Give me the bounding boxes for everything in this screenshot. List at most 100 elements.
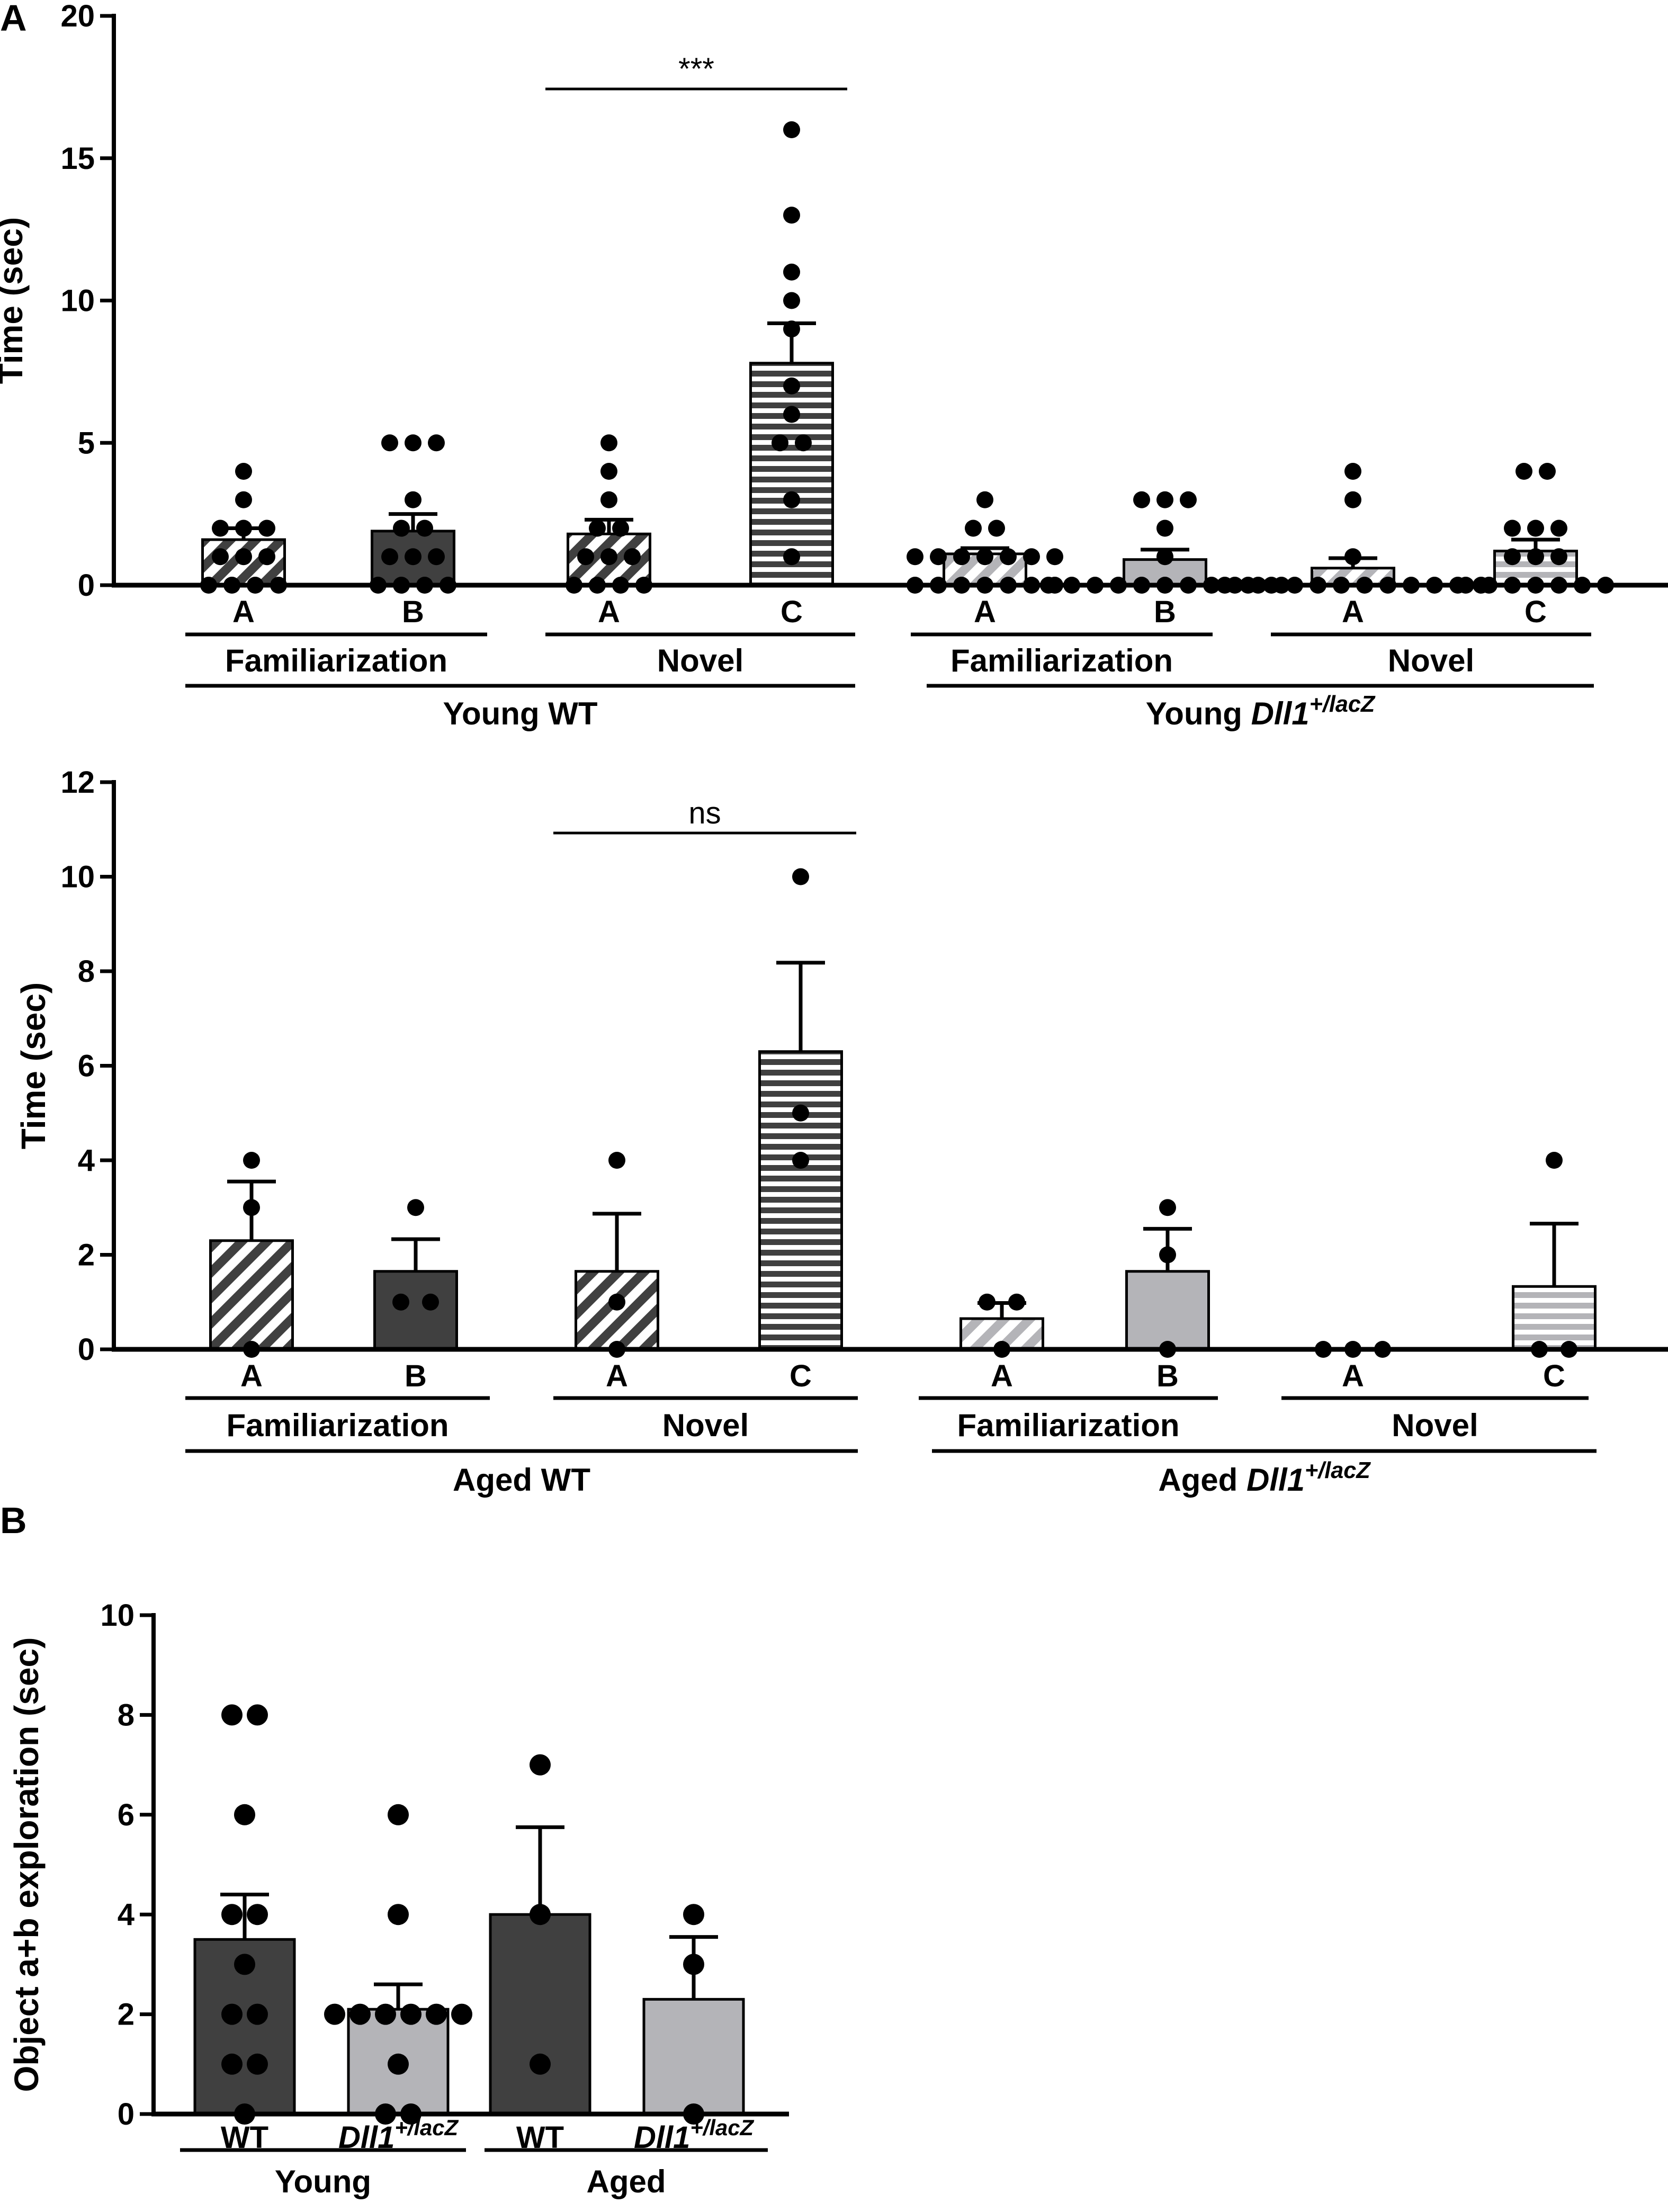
- data-point: [795, 434, 812, 452]
- category-label: C: [1543, 1359, 1565, 1393]
- data-point: [907, 548, 923, 566]
- data-point: [1023, 548, 1040, 566]
- bar: [758, 1050, 843, 1351]
- category-label: A: [991, 1359, 1013, 1393]
- data-point: [221, 1904, 243, 1926]
- data-point: [1180, 491, 1197, 508]
- data-point: [1156, 548, 1173, 566]
- data-point: [388, 1904, 409, 1926]
- y-tick-label: 8: [118, 1698, 134, 1732]
- data-point: [1515, 463, 1532, 480]
- data-point: [221, 2053, 243, 2075]
- data-point: [247, 1904, 268, 1926]
- data-point: [783, 263, 800, 281]
- data-point: [428, 548, 445, 566]
- data-point: [405, 491, 422, 508]
- data-point: [426, 2003, 447, 2025]
- data-point: [243, 1199, 260, 1216]
- data-point: [1156, 520, 1173, 537]
- y-tick-label: 0: [78, 568, 95, 603]
- data-point: [1344, 491, 1361, 508]
- y-tick-label: 6: [78, 1049, 95, 1083]
- data-point: [1008, 1293, 1025, 1311]
- data-point: [393, 520, 410, 537]
- y-tick-label: 20: [60, 0, 95, 33]
- data-point: [324, 2003, 345, 2025]
- group-label: Aged Dll1+/lacZ: [1158, 1458, 1371, 1498]
- bar: [373, 1270, 458, 1351]
- data-point: [589, 520, 606, 537]
- category-label: A: [1342, 595, 1364, 629]
- data-point: [247, 2053, 268, 2075]
- category-label: A: [606, 1359, 628, 1393]
- y-axis-title: Time (sec): [0, 217, 30, 384]
- significance-label: ***: [678, 52, 714, 86]
- data-point: [388, 2053, 409, 2075]
- data-point: [1527, 520, 1544, 537]
- data-point: [1159, 1246, 1176, 1264]
- phase-label: Novel: [1388, 643, 1474, 678]
- data-point: [235, 463, 252, 480]
- data-point: [349, 2003, 371, 2025]
- phase-label: Familiarization: [957, 1408, 1179, 1443]
- data-point: [400, 2003, 422, 2025]
- y-axis-title: Object a+b exploration (sec): [7, 1637, 46, 2092]
- bar: [575, 1270, 659, 1351]
- category-label: A: [1342, 1359, 1364, 1393]
- y-axis-title: Time (sec): [14, 982, 52, 1149]
- data-point: [530, 1754, 551, 1776]
- data-point: [235, 491, 252, 508]
- y-tick-label: 0: [118, 2097, 134, 2132]
- data-point: [608, 1152, 625, 1169]
- data-point: [600, 491, 617, 508]
- category-label: B: [1156, 1359, 1179, 1393]
- data-point: [1344, 463, 1361, 480]
- data-point: [221, 2003, 243, 2025]
- data-point: [405, 548, 422, 566]
- y-tick-label: 0: [78, 1332, 95, 1367]
- y-tick-label: 12: [60, 765, 95, 800]
- data-point: [1046, 548, 1063, 566]
- data-point: [235, 548, 252, 566]
- y-tick-label: 2: [118, 1998, 134, 2032]
- data-point: [783, 548, 800, 566]
- data-point: [792, 868, 809, 885]
- category-label: B: [1154, 595, 1176, 629]
- data-point: [1344, 548, 1361, 566]
- data-point: [979, 1293, 996, 1311]
- data-point: [792, 1104, 809, 1122]
- data-point: [381, 548, 398, 566]
- group-label: Young Dll1+/lacZ: [1146, 692, 1376, 731]
- bar: [1512, 1285, 1597, 1351]
- y-tick-label: 10: [60, 284, 95, 318]
- y-tick-label: 10: [60, 860, 95, 894]
- data-point: [234, 1954, 255, 1975]
- data-point: [381, 434, 398, 452]
- data-point: [1000, 548, 1017, 566]
- data-point: [212, 520, 229, 537]
- data-point: [600, 434, 617, 452]
- data-point: [783, 320, 800, 338]
- category-label: A: [232, 595, 255, 629]
- data-point: [600, 548, 617, 566]
- category-label: C: [790, 1359, 812, 1393]
- data-point: [1504, 548, 1521, 566]
- data-point: [976, 491, 993, 508]
- data-point: [792, 1152, 809, 1169]
- data-point: [234, 1804, 255, 1825]
- data-point: [783, 377, 800, 395]
- data-point: [247, 2003, 268, 2025]
- phase-label: Familiarization: [950, 643, 1173, 678]
- data-point: [953, 548, 970, 566]
- data-point: [428, 434, 445, 452]
- data-point: [1550, 520, 1567, 537]
- data-point: [783, 121, 800, 138]
- chart-a-aged: Time (sec) 0 2 4 6 8 10 12 A B A C A B A C Familiarizati…: [14, 765, 1668, 1498]
- phase-label: Novel: [657, 643, 743, 678]
- category-label: B: [402, 595, 424, 629]
- category-label: C: [781, 595, 803, 629]
- data-point: [243, 1152, 260, 1169]
- panel-letter: B: [0, 1500, 27, 1541]
- y-tick-label: 2: [78, 1238, 95, 1273]
- bar: [749, 362, 834, 587]
